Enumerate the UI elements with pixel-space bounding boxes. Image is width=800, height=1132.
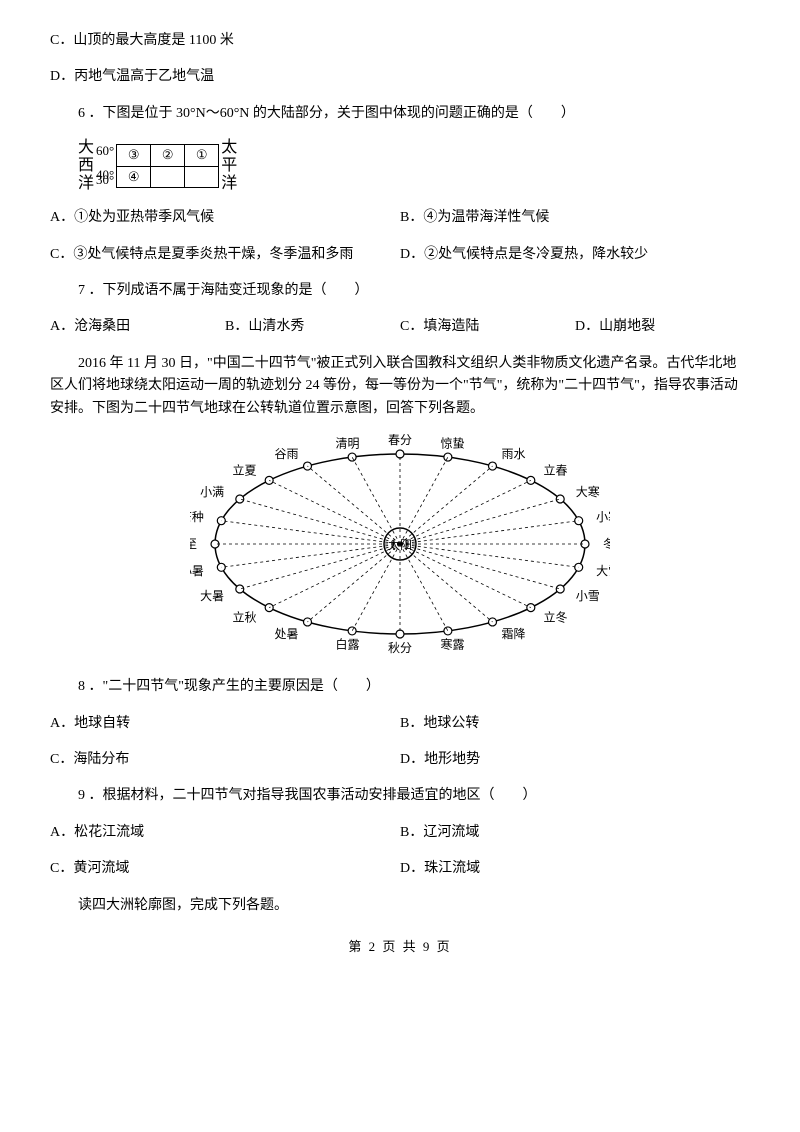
q8-option-b: B．地球公转 xyxy=(400,713,750,735)
q6-option-b: B．④为温带海洋性气候 xyxy=(400,207,750,229)
svg-text:大暑: 大暑 xyxy=(200,589,224,603)
q7-option-a: A．沧海桑田 xyxy=(50,316,225,338)
svg-text:立夏: 立夏 xyxy=(232,462,256,477)
cell-1: ① xyxy=(185,144,219,166)
q9-option-d: D．珠江流域 xyxy=(400,858,750,880)
svg-text:夏至: 夏至 xyxy=(190,537,197,551)
svg-text:冬至: 冬至 xyxy=(603,536,610,551)
page-footer: 第 2 页 共 9 页 xyxy=(50,937,750,958)
svg-text:惊蛰: 惊蛰 xyxy=(441,435,465,450)
svg-text:小暑: 小暑 xyxy=(190,564,204,578)
cell-3: ③ xyxy=(117,144,151,166)
q6-diagram: 大 西 洋 60° 40° ③ ② ① ④ 30° xyxy=(78,139,750,193)
label-xi: 西 xyxy=(78,157,94,175)
svg-text:小满: 小满 xyxy=(200,485,224,499)
q6-option-d: D．②处气候特点是冬冷夏热，降水较少 xyxy=(400,244,750,266)
q7-stem: 7 ．下列成语不属于海陆变迁现象的是（ ） xyxy=(50,280,750,302)
svg-text:寒露: 寒露 xyxy=(441,636,465,651)
svg-text:大雪: 大雪 xyxy=(596,564,610,578)
solar-terms-diagram: 太阳 冬至小寒大寒立春雨水惊蛰春分清明谷雨立夏小满芒种夏至小暑大暑立秋处暑白露秋… xyxy=(50,434,750,662)
svg-text:清明: 清明 xyxy=(335,436,359,450)
label-ping: 平 xyxy=(221,157,237,175)
q8-options-row2: C．海陆分布 D．地形地势 xyxy=(50,749,750,771)
q9-option-b: B．辽河流域 xyxy=(400,822,750,844)
q9-options-row2: C．黄河流域 D．珠江流域 xyxy=(50,858,750,880)
svg-text:芒种: 芒种 xyxy=(190,509,204,524)
label-tai: 太 xyxy=(221,139,237,157)
q8-option-c: C．海陆分布 xyxy=(50,749,400,771)
q8-options-row1: A．地球自转 B．地球公转 xyxy=(50,713,750,735)
q6-right-label: 太 平 洋 xyxy=(221,139,237,193)
deg60: 60° xyxy=(96,141,114,162)
deg30: 30° xyxy=(96,170,114,191)
q8-stem: 8 ．"二十四节气"现象产生的主要原因是（ ） xyxy=(50,676,750,698)
svg-text:谷雨: 谷雨 xyxy=(274,447,298,461)
label-da: 大 xyxy=(78,139,94,157)
q6-left-label: 大 西 洋 xyxy=(78,139,94,193)
svg-text:秋分: 秋分 xyxy=(388,641,412,654)
svg-text:立秋: 立秋 xyxy=(232,609,256,624)
cell-2: ② xyxy=(151,144,185,166)
q7-option-c: C．填海造陆 xyxy=(400,316,575,338)
q9-options-row1: A．松花江流域 B．辽河流域 xyxy=(50,822,750,844)
q7-option-b: B．山清水秀 xyxy=(225,316,400,338)
svg-text:立春: 立春 xyxy=(544,462,568,477)
q7-options: A．沧海桑田 B．山清水秀 C．填海造陆 D．山崩地裂 xyxy=(50,316,750,338)
svg-text:处暑: 处暑 xyxy=(274,627,298,641)
intro-paragraph: 2016 年 11 月 30 日，"中国二十四节气"被正式列入联合国教科文组织人… xyxy=(50,353,750,420)
q5-option-d: D．丙地气温高于乙地气温 xyxy=(50,66,750,88)
q5-option-c: C．山顶的最大高度是 1100 米 xyxy=(50,30,750,52)
q9-option-c: C．黄河流域 xyxy=(50,858,400,880)
svg-text:雨水: 雨水 xyxy=(502,447,526,461)
svg-text:立冬: 立冬 xyxy=(544,609,568,624)
label-yang2: 洋 xyxy=(221,175,237,193)
svg-text:白露: 白露 xyxy=(335,636,359,651)
svg-text:大寒: 大寒 xyxy=(576,484,600,499)
q6-option-a: A．①处为亚热带季风气候 xyxy=(50,207,400,229)
q9-stem: 9 ．根据材料，二十四节气对指导我国农事活动安排最适宜的地区（ ） xyxy=(50,785,750,807)
svg-text:春分: 春分 xyxy=(388,434,412,447)
q6-option-c: C．③处气候特点是夏季炎热干燥，冬季温和多雨 xyxy=(50,244,400,266)
q6-options-row2: C．③处气候特点是夏季炎热干燥，冬季温和多雨 D．②处气候特点是冬冷夏热，降水较… xyxy=(50,244,750,266)
svg-text:小寒: 小寒 xyxy=(596,509,610,524)
next-intro: 读四大洲轮廓图，完成下列各题。 xyxy=(50,895,750,917)
q8-option-a: A．地球自转 xyxy=(50,713,400,735)
q8-option-d: D．地形地势 xyxy=(400,749,750,771)
svg-text:霜降: 霜降 xyxy=(502,627,526,641)
q9-option-a: A．松花江流域 xyxy=(50,822,400,844)
label-yang1: 洋 xyxy=(78,175,94,193)
q6-options-row1: A．①处为亚热带季风气候 B．④为温带海洋性气候 xyxy=(50,207,750,229)
q6-stem: 6 ．下图是位于 30°N～60°N 的大陆部分，关于图中体现的问题正确的是（ … xyxy=(50,103,750,125)
svg-text:小雪: 小雪 xyxy=(576,589,600,603)
q7-option-d: D．山崩地裂 xyxy=(575,316,750,338)
